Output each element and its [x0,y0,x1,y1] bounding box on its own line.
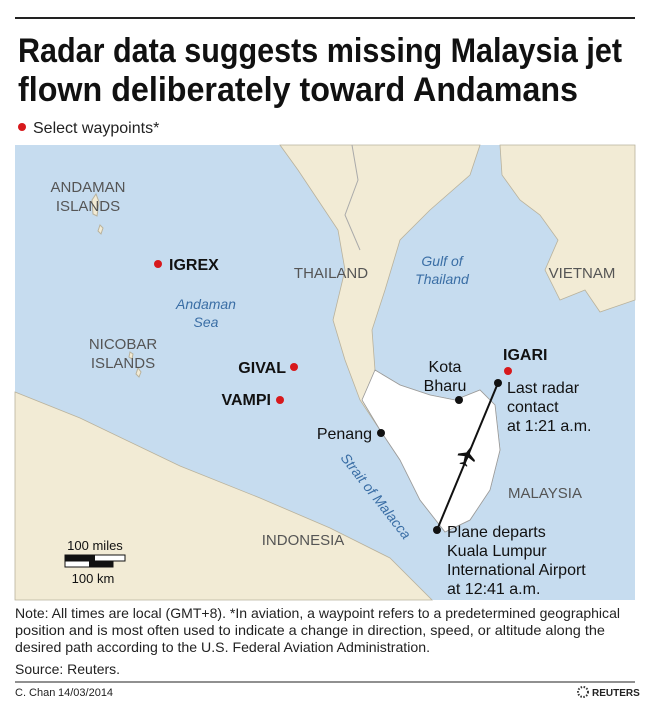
sumatra [14,391,433,601]
title: flown deliberately toward Andamans [18,71,578,109]
source: Source: Reuters. [15,661,120,677]
logo-mark [577,686,589,698]
waypoint-label: IGREX [169,257,219,274]
map: ANDAMAN ISLANDS NICOBAR ISLANDS THAILAND… [14,144,636,601]
waypoint-dot [504,367,512,375]
annotation: Last radar [507,380,580,397]
scale-label: 100 miles [67,538,123,553]
legend: Select waypoints* [33,120,159,137]
annotation: Plane departs [447,524,546,541]
title: Radar data suggests missing Malaysia jet [18,32,622,70]
date: 14/03/2014 [58,687,113,699]
sea-label: Sea [194,314,219,330]
region-label: ISLANDS [91,355,155,372]
region-label: MALAYSIA [508,485,582,502]
annotation: contact [507,399,559,416]
border [344,144,361,251]
region-label: VIETNAM [549,265,616,282]
region-label: NICOBAR [89,336,158,353]
scale-bar [64,554,126,568]
waypoint-dot [290,363,298,371]
waypoint-dot [276,396,284,404]
legend-dot [18,123,26,131]
note: Note: All times are local (GMT+8). *In a… [15,605,620,621]
annotation: International Airport [447,562,586,579]
scale-label: 100 km [72,571,115,586]
place-dot [455,396,463,404]
note: position and is most often used to indic… [15,622,605,638]
annotation: at 12:41 a.m. [447,581,540,598]
sea-label: Andaman [175,296,236,312]
andaman-islands [91,192,104,235]
waypoint-label: IGARI [503,347,547,364]
place-label: Kota [429,359,462,376]
malaysia [361,369,501,533]
annotation: Kuala Lumpur [447,543,547,560]
waypoint-label: GIVAL [238,360,286,377]
indochina [499,144,636,313]
place-dot [433,526,441,534]
sea-label: Thailand [415,271,470,287]
nicobar-islands [128,351,142,378]
annotation: at 1:21 a.m. [507,418,592,435]
place-dot [494,379,502,387]
region-label: ANDAMAN [50,179,125,196]
waypoint-label: VAMPI [222,392,271,409]
sea-label: Gulf of [421,253,464,269]
region-label: ISLANDS [56,198,120,215]
credit: C. Chan [15,687,55,699]
logo: REUTERS [592,688,640,699]
waypoint-dot [154,260,162,268]
place-dot [377,429,385,437]
airplane [457,446,475,467]
region-label: INDONESIA [262,532,345,549]
place-label: Penang [317,426,372,443]
place-label: Bharu [424,378,467,395]
region-label: THAILAND [294,265,368,282]
note: desired path according to the U.S. Feder… [15,639,430,655]
